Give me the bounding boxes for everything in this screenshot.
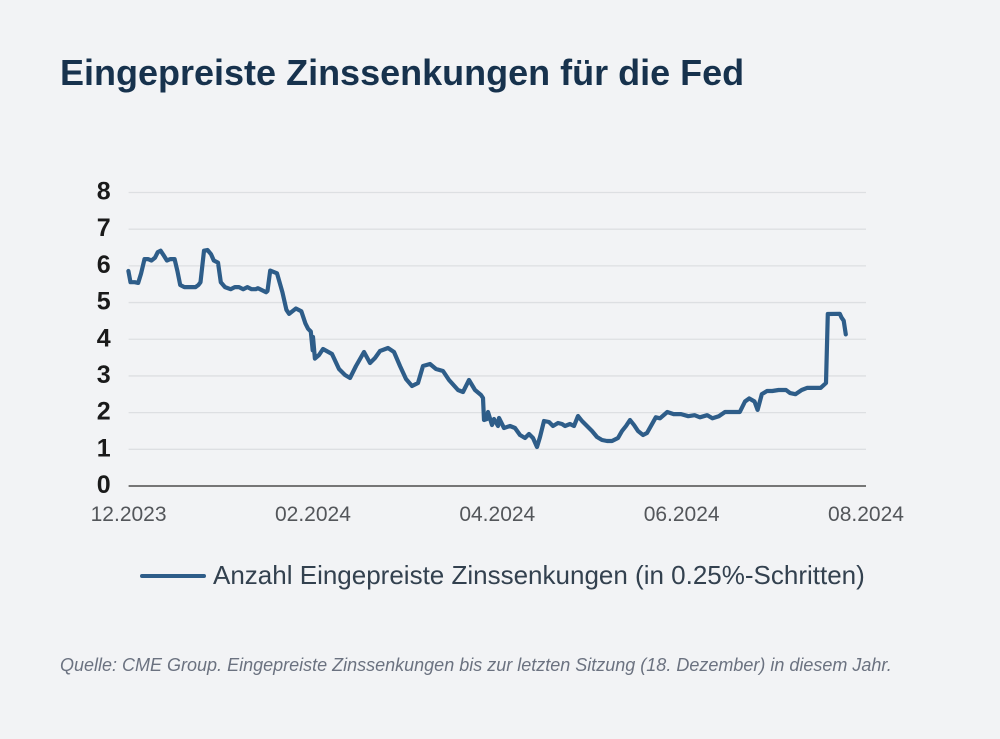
svg-text:04.2024: 04.2024 (459, 503, 535, 526)
svg-text:8: 8 (97, 178, 111, 206)
svg-text:4: 4 (97, 324, 111, 352)
svg-text:7: 7 (97, 214, 111, 242)
svg-text:6: 6 (97, 251, 111, 279)
svg-text:1: 1 (97, 434, 111, 462)
svg-text:2: 2 (97, 398, 111, 426)
svg-text:06.2024: 06.2024 (644, 503, 720, 526)
svg-text:02.2024: 02.2024 (275, 503, 351, 526)
svg-text:08.2024: 08.2024 (828, 503, 904, 526)
svg-text:3: 3 (97, 361, 111, 389)
svg-text:12.2023: 12.2023 (91, 503, 167, 526)
svg-text:0: 0 (97, 471, 111, 499)
svg-text:5: 5 (97, 288, 111, 316)
